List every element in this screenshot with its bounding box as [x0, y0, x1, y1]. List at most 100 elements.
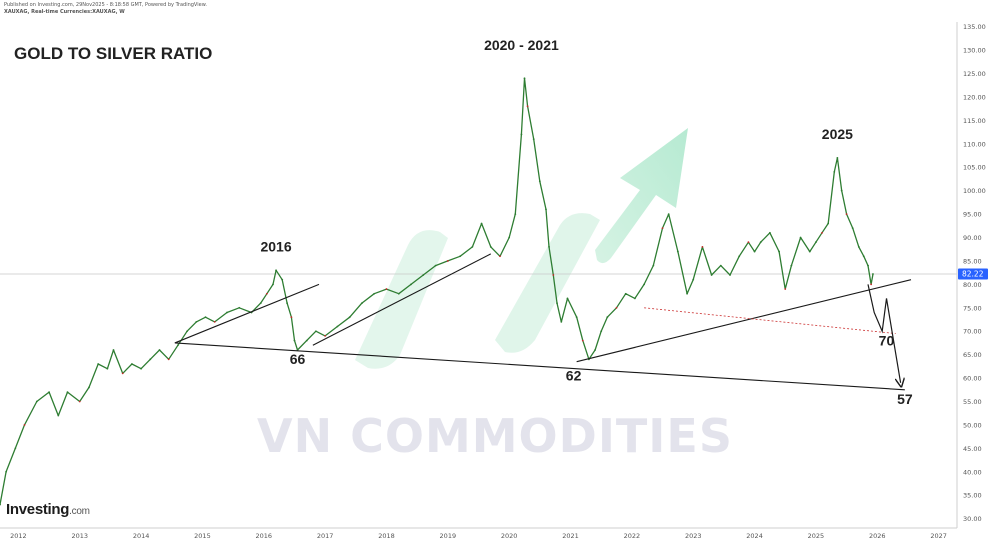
data-point	[594, 349, 596, 351]
data-point	[459, 255, 461, 258]
data-point	[385, 288, 388, 290]
data-point	[719, 264, 722, 267]
data-point	[480, 222, 483, 225]
data-point	[759, 241, 762, 244]
data-point	[336, 325, 339, 328]
data-point	[615, 306, 618, 309]
data-point	[790, 264, 793, 267]
y-tick-label: 50.00	[963, 421, 982, 429]
y-tick-label: 75.00	[963, 304, 982, 312]
data-point	[840, 189, 843, 192]
series-layer	[0, 77, 874, 506]
data-point	[315, 330, 317, 333]
dotted-support-line	[644, 307, 896, 334]
data-point	[23, 424, 26, 426]
x-axis: 2012 2013 2014 2015 2016 2017 2018 2019 2020 2021…	[10, 532, 947, 540]
data-point	[0, 503, 1, 506]
data-point	[545, 208, 547, 211]
data-point	[48, 391, 50, 394]
x-tick-label: 2017	[317, 532, 334, 540]
data-point	[575, 316, 578, 319]
y-tick-label: 100.00	[963, 187, 986, 195]
data-point	[514, 213, 517, 215]
x-tick-label: 2026	[869, 532, 886, 540]
data-point	[862, 255, 865, 258]
data-point	[14, 447, 17, 450]
data-point	[857, 245, 860, 248]
x-tick-label: 2021	[562, 532, 579, 540]
data-point	[701, 245, 704, 248]
y-tick-label: 30.00	[963, 515, 982, 523]
y-tick-label: 55.00	[963, 398, 982, 406]
data-point	[140, 367, 142, 370]
data-point	[836, 156, 839, 159]
data-point	[149, 358, 152, 361]
data-point	[499, 255, 501, 258]
data-point	[78, 400, 81, 403]
data-point	[286, 302, 288, 305]
data-point	[88, 386, 90, 389]
data-point	[538, 180, 541, 183]
data-point	[410, 283, 412, 286]
data-point	[606, 316, 609, 319]
trendline	[576, 279, 912, 363]
data-point	[130, 363, 133, 365]
data-point	[204, 316, 207, 319]
x-tick-label: 2014	[133, 532, 150, 540]
annotation-layer: 2016 2020 - 2021 2025 66 62 70 57	[260, 37, 912, 407]
data-point	[532, 138, 535, 141]
x-tick-label: 2016	[256, 532, 273, 540]
data-point	[560, 320, 563, 323]
data-point	[57, 414, 60, 417]
x-tick-label: 2013	[71, 532, 88, 540]
data-point	[520, 133, 523, 136]
data-point	[523, 77, 526, 80]
data-point	[851, 227, 854, 230]
data-point	[361, 302, 363, 305]
data-point	[238, 306, 241, 309]
data-point	[799, 236, 802, 239]
x-tick-label: 2015	[194, 532, 211, 540]
data-point	[97, 363, 100, 365]
last-price-tag: 82.22	[958, 268, 988, 280]
y-tick-label: 110.00	[963, 140, 986, 148]
data-point	[729, 274, 731, 276]
data-point	[422, 274, 425, 276]
data-point	[827, 222, 830, 225]
annotation-label: 66	[290, 351, 306, 367]
x-tick-label: 2020	[501, 532, 518, 540]
trendline-layer	[174, 253, 912, 391]
last-price-label: 82.22	[962, 270, 984, 279]
data-point	[106, 367, 109, 370]
last-price-tag-bg	[958, 268, 988, 280]
annotation-label: 2016	[260, 239, 291, 255]
data-point	[489, 245, 492, 248]
investing-logo[interactable]: Investing.com	[6, 501, 90, 518]
data-point	[738, 255, 741, 258]
data-point	[867, 264, 869, 267]
watermark: VN COMMODITIES	[257, 128, 732, 463]
trendline	[312, 253, 492, 346]
x-tick-label: 2012	[10, 532, 27, 540]
data-point	[753, 250, 756, 253]
data-point	[600, 330, 603, 333]
data-point	[158, 349, 161, 351]
data-point	[324, 335, 327, 337]
y-tick-label: 115.00	[963, 117, 986, 125]
data-point	[845, 213, 848, 215]
data-point	[643, 283, 646, 286]
annotation-label: 57	[897, 391, 913, 407]
y-tick-label: 125.00	[963, 70, 986, 78]
data-point	[872, 273, 874, 275]
data-point	[305, 339, 308, 342]
data-point	[624, 292, 627, 295]
data-point	[870, 283, 873, 286]
y-tick-label: 85.00	[963, 257, 982, 265]
y-tick-label: 60.00	[963, 375, 982, 383]
y-tick-label: 80.00	[963, 281, 982, 289]
logo-suffix: .com	[69, 506, 90, 517]
data-point	[686, 292, 688, 295]
y-tick-label: 95.00	[963, 211, 982, 219]
data-point	[272, 283, 274, 286]
x-tick-label: 2027	[930, 532, 947, 540]
